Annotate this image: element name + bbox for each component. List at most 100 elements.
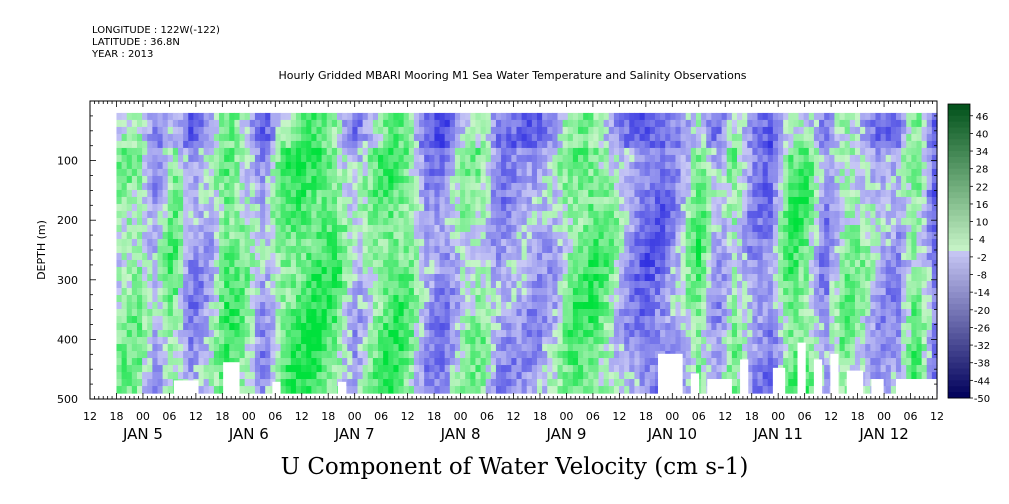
heatmap-cell (685, 189, 692, 198)
heatmap-cell (690, 133, 697, 142)
heatmap-cell (367, 379, 374, 387)
heatmap-cell (470, 112, 477, 121)
heatmap-cell (383, 379, 389, 387)
heatmap-cell (737, 196, 743, 205)
heatmap-cell (424, 112, 430, 121)
heatmap-cell (198, 112, 205, 121)
heatmap-cell (552, 182, 559, 191)
heatmap-cell (270, 330, 277, 338)
heatmap-cell (178, 168, 184, 177)
heatmap-cell (572, 280, 579, 289)
heatmap-cell (275, 175, 282, 184)
heatmap-cell (716, 302, 723, 310)
heatmap-cell (275, 337, 282, 345)
heatmap-cell (198, 252, 205, 261)
heatmap-cell (644, 231, 651, 240)
heatmap-cell (121, 358, 128, 366)
heatmap-cell (285, 245, 292, 254)
heatmap-cell (413, 175, 420, 184)
heatmap-cell (547, 316, 553, 324)
heatmap-cell (301, 245, 307, 254)
heatmap-cell (511, 133, 518, 142)
heatmap-cell (239, 210, 246, 219)
heatmap-cell (531, 175, 538, 184)
heatmap-cell (711, 344, 718, 352)
heatmap-cell (511, 224, 518, 233)
heatmap-cell (403, 330, 410, 338)
heatmap-cell (526, 259, 533, 268)
heatmap-cell (239, 323, 246, 331)
heatmap-cell (506, 119, 512, 128)
heatmap-cell (388, 210, 394, 219)
heatmap-cell (608, 259, 615, 268)
heatmap-cell (480, 358, 487, 366)
heatmap-cell (660, 203, 666, 212)
heatmap-cell (244, 295, 251, 303)
heatmap-cell (347, 182, 353, 191)
heatmap-cell (403, 316, 410, 324)
heatmap-cell (475, 259, 482, 268)
heatmap-cell (747, 316, 753, 324)
heatmap-cell (470, 280, 477, 289)
heatmap-cell (152, 323, 159, 331)
heatmap-cell (388, 245, 394, 254)
heatmap-cell (152, 309, 159, 317)
heatmap-cell (593, 147, 600, 156)
heatmap-cell (434, 273, 441, 282)
heatmap-cell (726, 154, 733, 163)
heatmap-cell (665, 140, 671, 149)
heatmap-cell (413, 238, 420, 247)
heatmap-cell (649, 266, 656, 275)
heatmap-cell (265, 386, 271, 394)
heatmap-cell (208, 119, 215, 128)
heatmap-cell (608, 161, 615, 170)
heatmap-cell (624, 358, 630, 366)
heatmap-cell (742, 252, 748, 261)
heatmap-cell (521, 231, 528, 240)
heatmap-cell (454, 280, 461, 289)
heatmap-cell (131, 203, 138, 212)
heatmap-cell (731, 154, 738, 163)
heatmap-cell (295, 133, 302, 142)
heatmap-cell (634, 280, 641, 289)
heatmap-cell (619, 379, 625, 387)
heatmap-cell (208, 351, 215, 359)
heatmap-cell (219, 337, 225, 345)
heatmap-cell (178, 337, 184, 345)
heatmap-cell (429, 316, 436, 324)
heatmap-cell (244, 280, 251, 289)
heatmap-cell (685, 245, 692, 254)
heatmap-cell (326, 140, 333, 149)
heatmap-cell (321, 351, 328, 359)
heatmap-cell (326, 288, 333, 296)
heatmap-cell (639, 295, 646, 303)
heatmap-cell (706, 238, 712, 247)
heatmap-cell (275, 295, 282, 303)
heatmap-cell (557, 154, 564, 163)
heatmap-cell (680, 112, 687, 121)
heatmap-cell (685, 302, 692, 310)
heatmap-cell (408, 302, 415, 310)
heatmap-cell (408, 323, 415, 331)
heatmap-cell (680, 224, 687, 233)
heatmap-cell (147, 210, 153, 219)
heatmap-cell (726, 245, 733, 254)
heatmap-cell (306, 386, 312, 394)
heatmap-cell (716, 309, 723, 317)
heatmap-cell (157, 288, 164, 296)
heatmap-cell (280, 189, 287, 198)
heatmap-cell (444, 231, 451, 240)
heatmap-cell (357, 273, 364, 282)
heatmap-cell (295, 140, 302, 149)
heatmap-cell (183, 217, 189, 226)
heatmap-cell (265, 344, 271, 352)
heatmap-cell (229, 344, 236, 352)
heatmap-cell (634, 351, 641, 359)
heatmap-cell (747, 203, 753, 212)
heatmap-cell (378, 344, 384, 352)
heatmap-cell (670, 189, 677, 198)
heatmap-cell (593, 330, 600, 338)
heatmap-cell (367, 217, 374, 226)
heatmap-cell (413, 245, 420, 254)
heatmap-cell (224, 358, 230, 366)
